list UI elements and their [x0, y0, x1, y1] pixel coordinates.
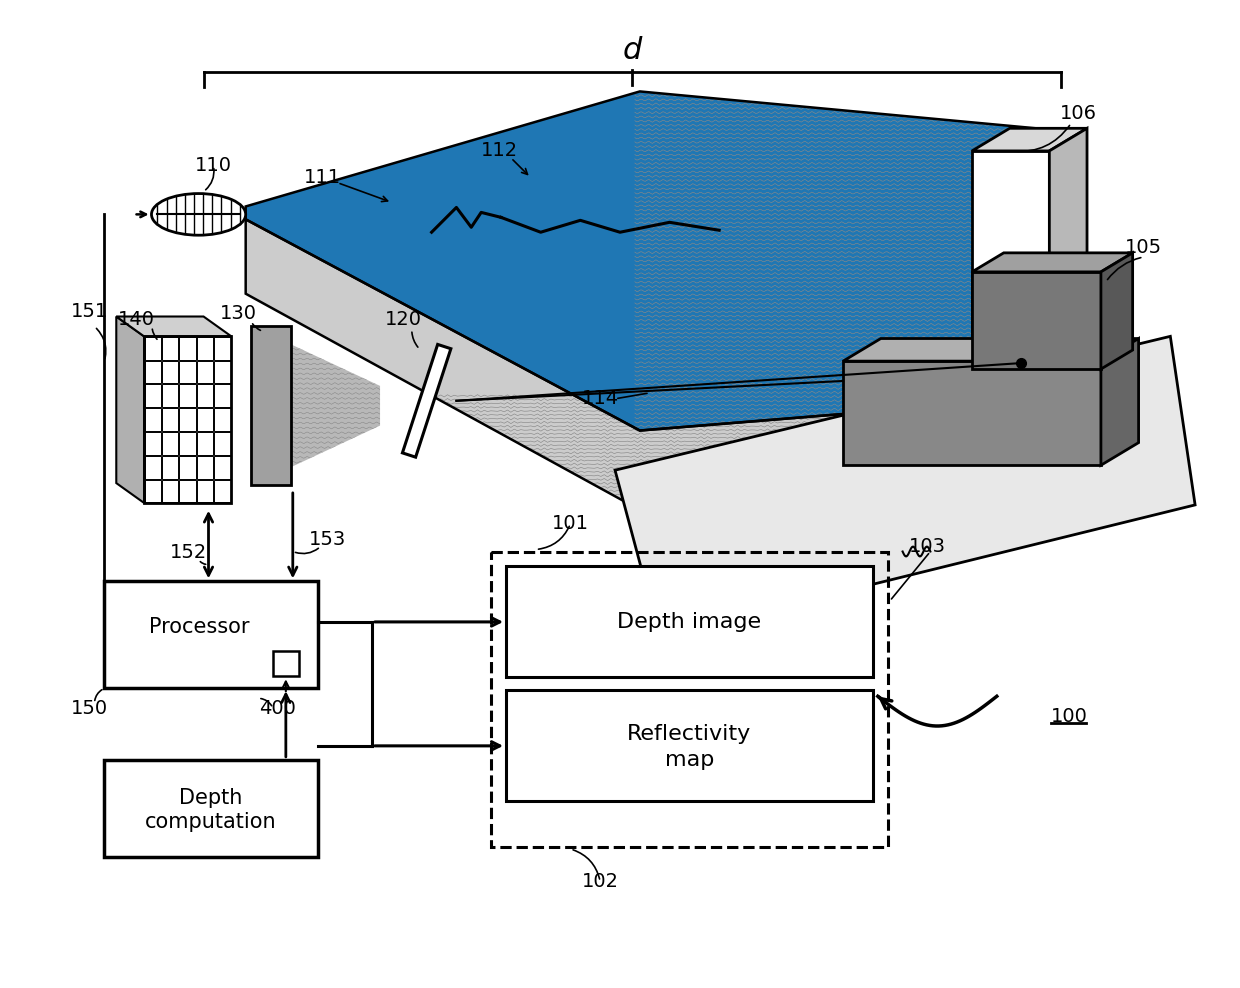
Bar: [180, 337, 196, 360]
Text: 110: 110: [195, 156, 232, 175]
Bar: [197, 455, 213, 478]
Bar: [197, 361, 213, 383]
Bar: [215, 408, 231, 431]
Text: 130: 130: [219, 304, 257, 323]
Bar: [215, 432, 231, 454]
Text: 120: 120: [386, 310, 423, 329]
Bar: [197, 337, 213, 360]
Bar: [145, 337, 161, 360]
Bar: [197, 408, 213, 431]
Text: Processor: Processor: [149, 617, 249, 637]
Text: 112: 112: [480, 141, 517, 160]
Bar: [162, 337, 179, 360]
Polygon shape: [117, 316, 144, 503]
Text: computation: computation: [145, 812, 277, 832]
Polygon shape: [246, 219, 1066, 510]
Text: Reflectivity: Reflectivity: [627, 724, 751, 744]
Bar: [843, 362, 1101, 465]
Bar: [104, 581, 317, 689]
Bar: [145, 408, 161, 431]
Polygon shape: [1049, 128, 1087, 365]
Bar: [972, 151, 1049, 365]
Text: 106: 106: [1060, 104, 1096, 123]
Bar: [145, 479, 161, 503]
Bar: [145, 361, 161, 383]
Bar: [491, 551, 888, 847]
Text: 400: 400: [259, 699, 296, 717]
Bar: [104, 760, 317, 857]
Bar: [197, 384, 213, 407]
Bar: [252, 326, 291, 485]
Bar: [162, 384, 179, 407]
Text: Depth image: Depth image: [618, 612, 761, 632]
Bar: [162, 455, 179, 478]
Polygon shape: [972, 253, 1132, 272]
Text: 103: 103: [909, 537, 946, 556]
Text: map: map: [665, 750, 714, 770]
Bar: [180, 432, 196, 454]
Bar: [180, 384, 196, 407]
Bar: [273, 651, 299, 677]
Bar: [180, 479, 196, 503]
Bar: [215, 337, 231, 360]
Bar: [215, 479, 231, 503]
Polygon shape: [615, 336, 1195, 637]
Bar: [162, 408, 179, 431]
Bar: [215, 384, 231, 407]
Ellipse shape: [151, 194, 246, 235]
Bar: [162, 432, 179, 454]
Text: 152: 152: [170, 543, 207, 562]
Text: Depth: Depth: [180, 788, 243, 808]
Text: 111: 111: [304, 168, 341, 187]
Polygon shape: [246, 92, 1066, 431]
Bar: [972, 272, 1101, 370]
Bar: [145, 384, 161, 407]
Polygon shape: [972, 128, 1087, 151]
Text: 150: 150: [71, 699, 108, 717]
Bar: [197, 432, 213, 454]
Bar: [197, 479, 213, 503]
Polygon shape: [246, 92, 1066, 431]
Polygon shape: [291, 344, 379, 467]
Bar: [162, 479, 179, 503]
Text: 151: 151: [71, 302, 108, 321]
Text: $\boldsymbol{\mathit{d}}$: $\boldsymbol{\mathit{d}}$: [621, 36, 644, 66]
Text: 100: 100: [1052, 706, 1089, 725]
Text: 153: 153: [309, 531, 346, 549]
Bar: [506, 566, 873, 678]
Bar: [215, 361, 231, 383]
Polygon shape: [843, 339, 1138, 362]
Polygon shape: [403, 345, 451, 457]
Bar: [145, 432, 161, 454]
Bar: [162, 361, 179, 383]
Bar: [180, 361, 196, 383]
Polygon shape: [1101, 253, 1132, 370]
Bar: [180, 455, 196, 478]
Bar: [145, 455, 161, 478]
Text: 114: 114: [582, 389, 619, 408]
Text: 140: 140: [118, 310, 155, 329]
Polygon shape: [1101, 339, 1138, 465]
Bar: [215, 455, 231, 478]
Polygon shape: [117, 316, 232, 336]
Text: 102: 102: [582, 872, 619, 891]
Bar: [144, 336, 232, 503]
Text: 101: 101: [552, 514, 589, 534]
Bar: [506, 691, 873, 801]
Bar: [180, 408, 196, 431]
Text: 105: 105: [1125, 237, 1162, 257]
